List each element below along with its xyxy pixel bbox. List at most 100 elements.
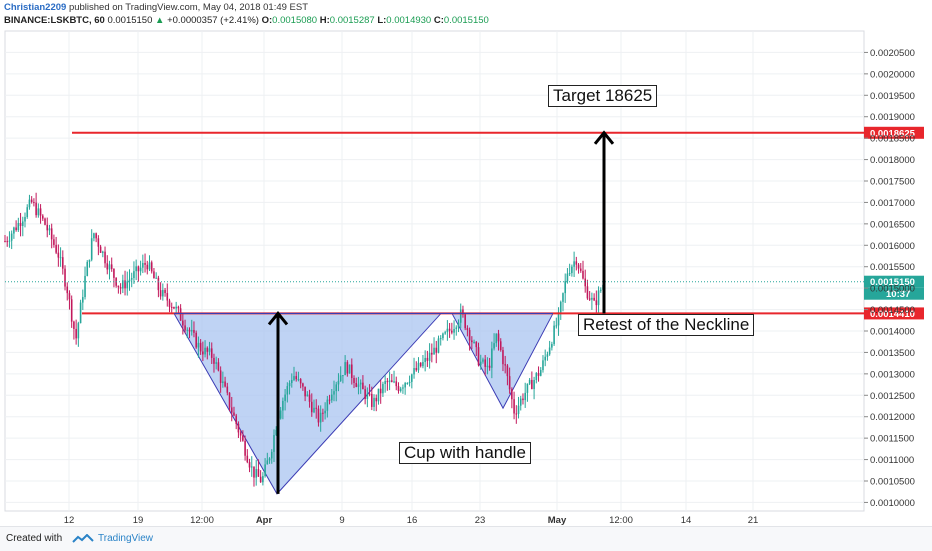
candle-body — [153, 271, 155, 279]
candle-body — [395, 381, 398, 387]
candle-body — [328, 399, 331, 401]
candle-body — [93, 233, 95, 239]
candle-body — [159, 290, 162, 297]
time-axis[interactable]: 12 19 12:00 Apr 9 16 23 May 12:00 14 21 — [64, 515, 759, 526]
author-name[interactable]: Christian2209 — [4, 2, 67, 13]
candle-body — [106, 263, 109, 270]
plot-area[interactable] — [4, 30, 865, 512]
candle-body — [330, 394, 333, 401]
candle-body — [102, 251, 104, 253]
y-tick-label: 0.0017000 — [870, 198, 915, 209]
candle-body — [310, 401, 313, 413]
x-tick-label: 23 — [475, 515, 486, 526]
candle-body — [568, 273, 571, 275]
candle-body — [8, 240, 11, 242]
candle-body — [519, 398, 522, 406]
candle-body — [391, 380, 393, 382]
candle-body — [239, 432, 242, 436]
candle-body — [428, 352, 431, 361]
candle-body — [135, 266, 137, 272]
candle-body — [424, 357, 426, 363]
candle-body — [368, 393, 371, 395]
candle-body — [491, 348, 493, 368]
price-axis[interactable]: 0.0020500 0.0020000 0.0019500 0.0019000 0.00… — [864, 48, 915, 509]
candle-body — [268, 458, 271, 461]
candle-body — [302, 383, 304, 387]
candle-body — [446, 328, 449, 333]
candle-body — [506, 365, 509, 377]
candle-body — [342, 375, 344, 377]
candle-body — [30, 199, 33, 202]
candle-body — [462, 309, 464, 315]
tradingview-brand[interactable]: TradingView — [98, 533, 154, 544]
candle-body — [322, 412, 324, 414]
candle-body — [97, 238, 100, 247]
candle-body — [84, 275, 86, 298]
candle-body — [248, 462, 251, 468]
candle-body — [297, 379, 300, 381]
candle-body — [346, 362, 349, 374]
candle-body — [293, 376, 295, 380]
close-label: C: — [433, 15, 444, 26]
candle-body — [419, 362, 422, 367]
candle-body — [170, 306, 173, 308]
candle-body — [208, 348, 211, 352]
candle-body — [295, 376, 298, 380]
candle-body — [124, 280, 126, 289]
candle-body — [41, 215, 44, 219]
candle-body — [235, 415, 237, 424]
candle-body — [364, 389, 366, 399]
candle-body — [6, 241, 9, 243]
candle-body — [148, 262, 151, 270]
candle-body — [566, 273, 569, 282]
candle-body — [270, 451, 273, 459]
candle-body — [204, 347, 206, 355]
candle-body — [144, 262, 146, 265]
y-tick-label: 0.0016500 — [870, 219, 915, 230]
candle-body — [522, 398, 524, 401]
candle-body — [184, 325, 186, 331]
candle-body — [53, 239, 55, 245]
candle-body — [448, 328, 451, 331]
candle-body — [435, 347, 438, 353]
candle-body — [355, 382, 358, 387]
candle-body — [210, 348, 213, 358]
candle-body — [190, 329, 193, 332]
candle-body — [526, 383, 529, 393]
candle-body — [253, 466, 255, 478]
candle-body — [188, 329, 191, 332]
candle-body — [397, 386, 400, 391]
neckline-price-label: 0.0014410 — [870, 309, 915, 320]
candle-body — [453, 329, 455, 333]
candle-body — [64, 268, 66, 287]
candle-body — [215, 362, 217, 364]
candle-body — [224, 381, 226, 387]
candle-body — [17, 223, 20, 231]
candle-body — [242, 435, 244, 441]
candle-body — [384, 381, 386, 384]
candle-body — [386, 381, 389, 383]
candle-body — [471, 340, 473, 343]
candle-body — [150, 262, 153, 272]
candle-body — [73, 321, 75, 329]
candle-body — [202, 351, 204, 355]
candle-body — [399, 388, 402, 391]
candle-body — [217, 362, 220, 371]
current-time-label: 10:37 — [886, 289, 910, 300]
candle-body — [511, 389, 513, 400]
candle-body — [502, 350, 504, 365]
candle-body — [517, 405, 520, 414]
candle-body — [353, 378, 355, 383]
candle-body — [139, 267, 142, 272]
candle-body — [577, 264, 580, 269]
x-tick-label: 9 — [339, 515, 344, 526]
candle-body — [164, 289, 166, 294]
candle-body — [350, 364, 353, 379]
y-tick-label: 0.0012000 — [870, 412, 915, 423]
candle-body — [488, 365, 491, 368]
candle-body — [219, 370, 222, 383]
candle-body — [273, 435, 275, 452]
candle-body — [559, 301, 562, 313]
candle-body — [333, 391, 335, 395]
candle-body — [597, 290, 600, 306]
